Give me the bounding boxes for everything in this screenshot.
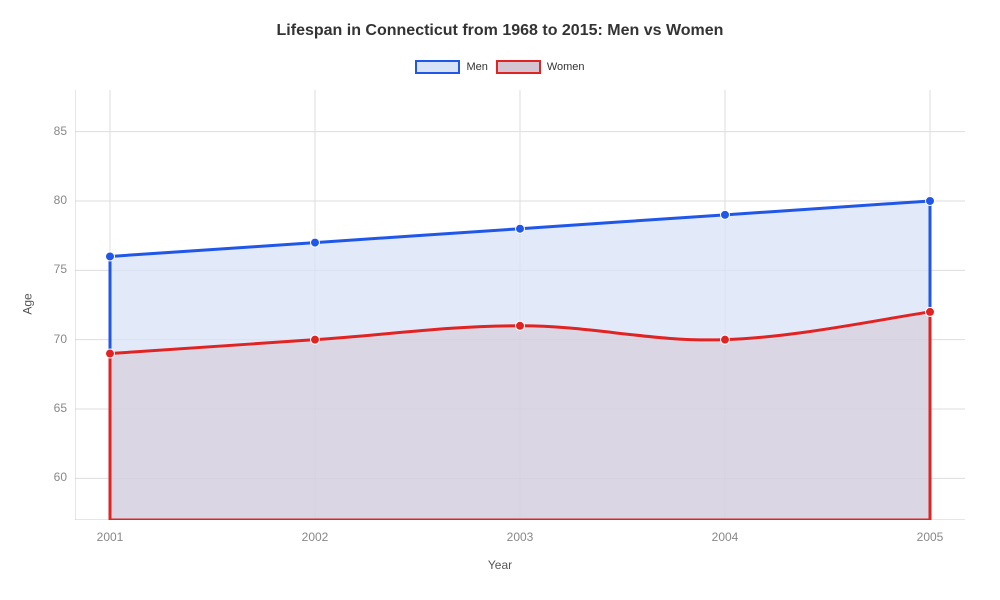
x-tick-label: 2003 [495,530,545,544]
legend-label-men: Men [466,61,487,73]
x-tick-label: 2002 [290,530,340,544]
plot-area [75,90,965,520]
x-axis-label: Year [0,558,1000,572]
x-tick-label: 2004 [700,530,750,544]
legend-swatch-women [496,60,541,74]
y-axis-label: Age [21,293,35,314]
legend-swatch-men [415,60,460,74]
chart-title: Lifespan in Connecticut from 1968 to 201… [0,22,1000,40]
legend: Men Women [0,60,1000,74]
legend-label-women: Women [547,61,585,73]
y-tick-label: 85 [54,124,67,138]
x-tick-label: 2001 [85,530,135,544]
legend-item-men[interactable]: Men [415,60,487,74]
y-tick-label: 70 [54,332,67,346]
x-tick-label: 2005 [905,530,955,544]
legend-item-women[interactable]: Women [496,60,585,74]
y-tick-label: 65 [54,401,67,415]
y-tick-label: 80 [54,193,67,207]
y-tick-label: 60 [54,470,67,484]
y-tick-label: 75 [54,262,67,276]
chart-container: Lifespan in Connecticut from 1968 to 201… [0,0,1000,600]
